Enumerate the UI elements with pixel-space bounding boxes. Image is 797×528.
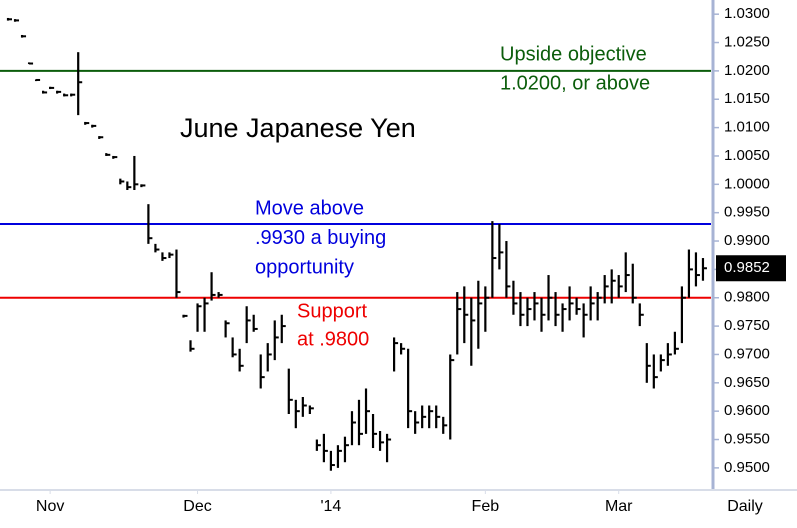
- y-tick-label: 0.9550: [724, 430, 770, 447]
- x-tick-label: Nov: [36, 498, 64, 515]
- last-price-label: 0.9852: [724, 259, 770, 276]
- y-tick-label: 0.9800: [724, 289, 770, 306]
- y-tick-label: 0.9700: [724, 345, 770, 362]
- x-tick-label: Mar: [605, 498, 633, 515]
- x-tick-label: Dec: [183, 498, 211, 515]
- annotation: Upside objective: [500, 43, 647, 65]
- y-tick-label: 1.0250: [724, 34, 770, 51]
- x-tick-label: Feb: [472, 498, 500, 515]
- y-tick-label: 1.0050: [724, 147, 770, 164]
- y-tick-label: 1.0000: [724, 175, 770, 192]
- y-tick-label: 0.9750: [724, 317, 770, 334]
- annotation: 1.0200, or above: [500, 72, 650, 94]
- chart-title: June Japanese Yen: [180, 113, 416, 143]
- last-price-box: [716, 255, 786, 282]
- y-tick-label: 1.0150: [724, 90, 770, 107]
- annotation: Support: [297, 300, 367, 322]
- y-tick-label: 1.0300: [724, 5, 770, 22]
- period-label: Daily: [727, 498, 763, 515]
- y-tick-label: 0.9900: [724, 232, 770, 249]
- y-tick-label: 0.9950: [724, 204, 770, 221]
- annotation: opportunity: [255, 256, 354, 278]
- annotation: .9930 a buying: [255, 227, 386, 249]
- annotation: at .9800: [297, 328, 369, 350]
- y-tick-label: 0.9650: [724, 374, 770, 391]
- x-tick-label: '14: [320, 498, 341, 515]
- y-tick-label: 1.0100: [724, 119, 770, 136]
- y-tick-label: 0.9500: [724, 459, 770, 476]
- annotation: Move above: [255, 197, 364, 219]
- y-tick-label: 0.9600: [724, 402, 770, 419]
- y-tick-label: 1.0200: [724, 62, 770, 79]
